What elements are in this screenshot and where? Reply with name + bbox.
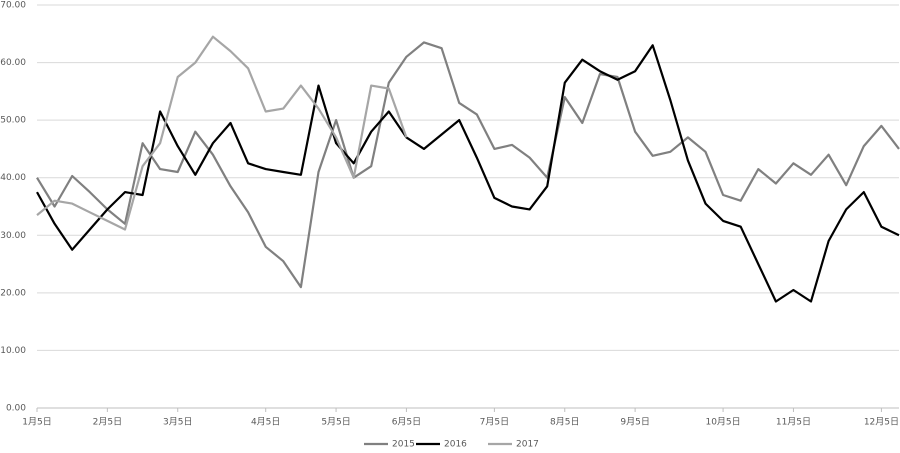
series-line [36, 41, 900, 289]
x-tick-label: 5月5日 [321, 417, 350, 428]
series-line [36, 44, 900, 303]
x-tick-label: 1月5日 [22, 417, 51, 428]
legend-label: 2015 [392, 440, 415, 450]
x-tick-label: 7月5日 [480, 417, 509, 428]
y-tick-label: 20.00 [0, 288, 26, 298]
x-tick-label: 9月5日 [620, 417, 649, 428]
x-tick-label: 10月5日 [705, 417, 740, 428]
x-tick-label: 12月5日 [864, 417, 899, 428]
x-tick-label: 8月5日 [550, 417, 579, 428]
y-tick-label: 70.00 [0, 1, 26, 11]
x-tick-label: 11月5日 [776, 417, 811, 428]
legend-label: 2017 [516, 440, 539, 450]
y-tick-label: 50.00 [0, 116, 26, 126]
x-tick-label: 2月5日 [93, 417, 122, 428]
y-tick-label: 30.00 [0, 231, 26, 241]
y-tick-label: 0.00 [6, 404, 26, 414]
y-tick-label: 60.00 [0, 58, 26, 68]
x-tick-label: 6月5日 [392, 417, 421, 428]
x-tick-label: 3月5日 [163, 417, 192, 428]
legend-label: 2016 [444, 440, 467, 450]
x-tick-label: 4月5日 [251, 417, 280, 428]
y-tick-label: 40.00 [0, 173, 26, 183]
series-line [36, 35, 408, 231]
y-tick-label: 10.00 [0, 346, 26, 356]
